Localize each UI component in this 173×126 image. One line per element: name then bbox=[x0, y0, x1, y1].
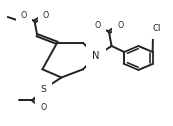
Text: S: S bbox=[40, 85, 46, 94]
Text: O: O bbox=[117, 21, 123, 30]
Text: O: O bbox=[21, 11, 27, 20]
Text: Cl: Cl bbox=[152, 24, 161, 34]
Text: O: O bbox=[95, 21, 101, 30]
Text: N: N bbox=[92, 51, 100, 61]
Text: O: O bbox=[43, 11, 49, 20]
Text: O: O bbox=[40, 103, 46, 112]
